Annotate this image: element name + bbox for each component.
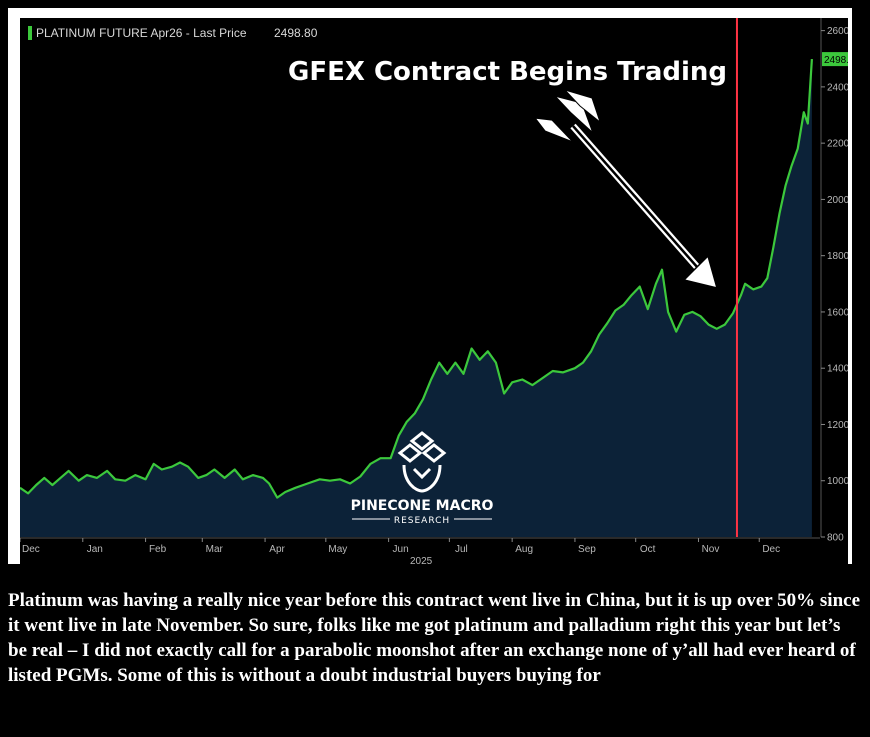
x-tick-label: Apr [269,544,285,555]
x-tick-label: May [328,544,347,555]
y-tick-label: 2400 [827,82,848,93]
x-tick-label: Jan [87,544,103,555]
y-tick-label: 800 [827,533,844,544]
y-tick-label: 2200 [827,139,848,150]
pinecone-logo: PINECONE MACRO RESEARCH [351,431,494,526]
y-tick-label: 1800 [827,251,848,262]
last-price-value: 2498.80 [274,26,318,40]
x-tick-label: Nov [702,544,720,555]
logo-subtitle: RESEARCH [394,516,450,526]
x-tick-label: Dec [22,544,40,555]
x-tick-label: Sep [578,544,596,555]
series-area-0 [20,59,812,537]
annotation-arrow [533,88,719,290]
y-tick-label: 2600 [827,26,848,37]
x-tick-label: Mar [206,544,224,555]
legend-swatch [28,26,32,40]
y-tick-label: 1400 [827,364,848,375]
y-tick-label: 1000 [827,476,848,487]
x-tick-label: Feb [149,544,167,555]
y-tick-label: 1200 [827,420,848,431]
last-price-badge-label: 2498.8 [824,55,848,66]
x-tick-label: Dec [762,544,780,555]
x-tick-label: Jul [455,544,468,555]
y-tick-label: 2000 [827,195,848,206]
platinum-price-chart: 800 1000 1200 1400 1600 1800 2000 2200 2400 2600 2… [20,18,848,570]
caption-text: Platinum was having a really nice year b… [8,590,861,686]
last-price-badge [822,52,848,67]
chart-title: PLATINUM FUTURE Apr26 - Last Price [36,26,247,40]
logo-name: PINECONE MACRO [351,498,494,514]
pinecone-icon [397,431,447,493]
series-line-0 [20,59,813,499]
annotation-text: GFEX Contract Begins Trading [288,57,727,87]
x-tick-label: Jun [393,544,409,555]
y-tick-label: 1600 [827,307,848,318]
x-tick-label: Oct [640,544,656,555]
year-label: 2025 [410,556,433,567]
chart-frame: 800 1000 1200 1400 1600 1800 2000 2200 2400 2600 2… [8,8,852,570]
x-tick-label: Aug [515,544,533,555]
